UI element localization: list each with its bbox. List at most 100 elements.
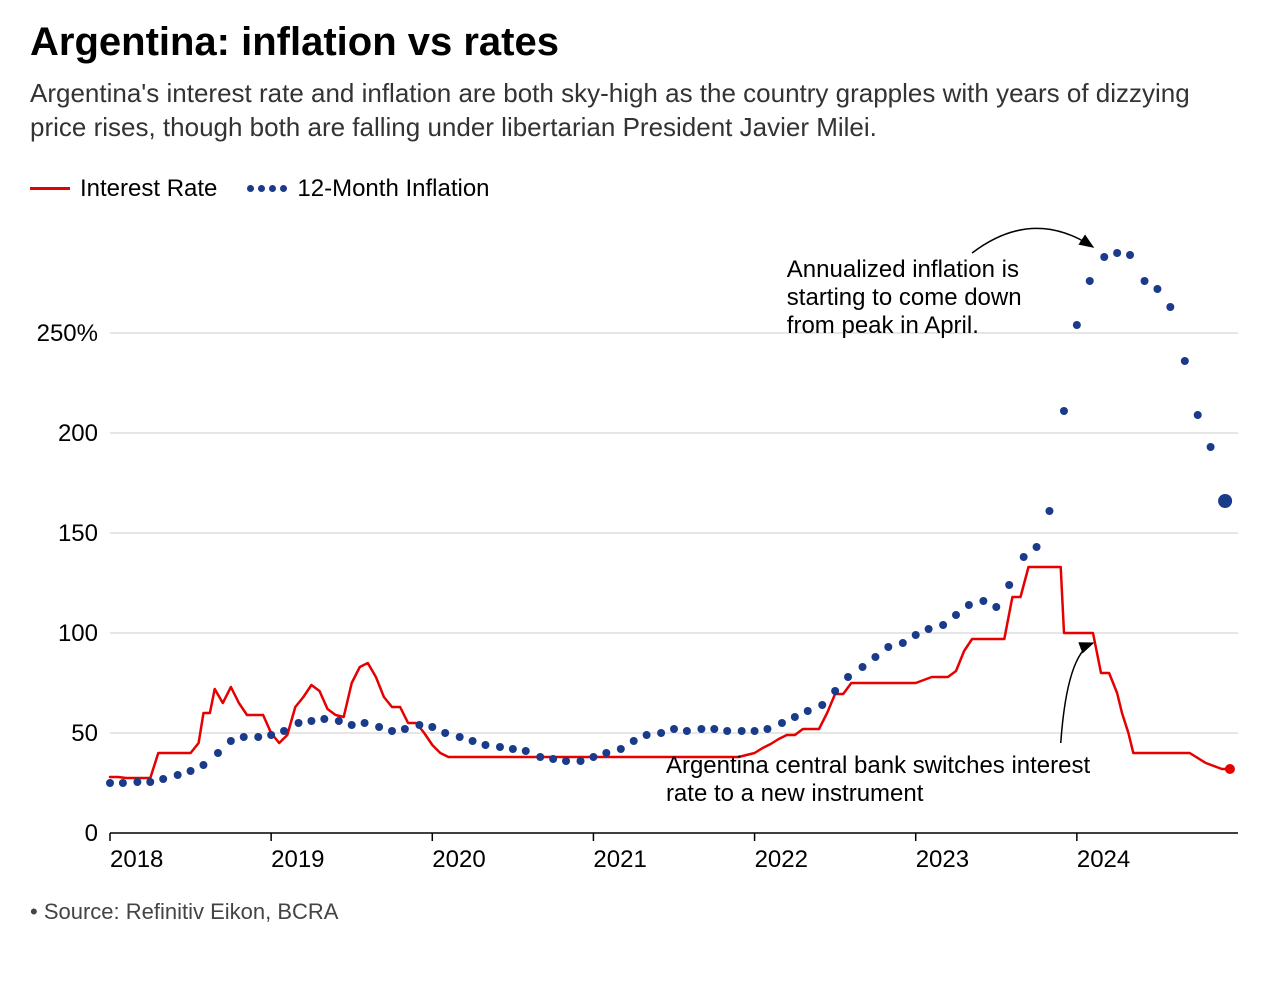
- x-axis-tick-label: 2019: [271, 846, 324, 873]
- inflation-dot: [925, 625, 933, 633]
- annotation-arrow: [972, 228, 1093, 253]
- inflation-dot: [965, 601, 973, 609]
- y-axis-tick-label: 150: [58, 520, 98, 547]
- chart-subtitle: Argentina's interest rate and inflation …: [30, 77, 1230, 145]
- y-axis-tick-label: 50: [71, 720, 98, 747]
- inflation-dot: [549, 755, 557, 763]
- inflation-dot: [1207, 443, 1215, 451]
- inflation-dot: [992, 603, 1000, 611]
- inflation-dot: [240, 733, 248, 741]
- x-axis-tick-label: 2023: [916, 846, 969, 873]
- inflation-dot: [348, 721, 356, 729]
- inflation-dot: [441, 729, 449, 737]
- inflation-dot: [1060, 407, 1068, 415]
- inflation-dot: [979, 597, 987, 605]
- inflation-dot: [683, 727, 691, 735]
- chart-svg: 050100150200250%201820192020202120222023…: [30, 213, 1258, 893]
- inflation-dot: [738, 727, 746, 735]
- inflation-dot: [227, 737, 235, 745]
- inflation-dot: [818, 701, 826, 709]
- annotation-text: Argentina central bank switches interest: [666, 752, 1091, 779]
- inflation-dot: [375, 723, 383, 731]
- chart-area: 050100150200250%201820192020202120222023…: [30, 213, 1258, 893]
- inflation-dot: [280, 727, 288, 735]
- interest-rate-end-dot: [1225, 764, 1235, 774]
- inflation-dot: [1218, 494, 1232, 508]
- inflation-dot: [335, 717, 343, 725]
- legend-dots-icon: [247, 184, 287, 194]
- legend-interest-rate: Interest Rate: [30, 175, 217, 203]
- inflation-dot: [1033, 543, 1041, 551]
- legend-inflation: 12-Month Inflation: [247, 175, 489, 203]
- inflation-dot: [884, 643, 892, 651]
- inflation-dot: [428, 723, 436, 731]
- inflation-dot: [723, 727, 731, 735]
- inflation-dot: [763, 725, 771, 733]
- annotation-arrow: [1061, 643, 1093, 743]
- inflation-dot: [536, 753, 544, 761]
- annotation-text: rate to a new instrument: [666, 780, 924, 807]
- inflation-dot: [106, 779, 114, 787]
- y-axis-tick-label: 200: [58, 420, 98, 447]
- inflation-dot: [710, 725, 718, 733]
- inflation-dot: [1020, 553, 1028, 561]
- inflation-dot: [831, 687, 839, 695]
- inflation-dot: [214, 749, 222, 757]
- inflation-dot: [388, 727, 396, 735]
- inflation-dot: [562, 757, 570, 765]
- inflation-dot: [871, 653, 879, 661]
- inflation-dot: [199, 761, 207, 769]
- inflation-dot: [1045, 507, 1053, 515]
- annotation-text: starting to come down: [787, 284, 1022, 311]
- inflation-dot: [295, 719, 303, 727]
- inflation-dot: [804, 707, 812, 715]
- inflation-dot: [939, 621, 947, 629]
- legend-interest-rate-label: Interest Rate: [80, 175, 217, 203]
- inflation-dot: [119, 779, 127, 787]
- inflation-dot: [751, 727, 759, 735]
- inflation-dot: [481, 741, 489, 749]
- inflation-dot: [778, 719, 786, 727]
- inflation-dot: [912, 631, 920, 639]
- inflation-dot: [1086, 277, 1094, 285]
- inflation-dot: [509, 745, 517, 753]
- inflation-dot: [415, 721, 423, 729]
- x-axis-tick-label: 2021: [593, 846, 646, 873]
- inflation-dot: [899, 639, 907, 647]
- inflation-dot: [617, 745, 625, 753]
- legend: Interest Rate 12-Month Inflation: [30, 175, 1258, 203]
- legend-line-icon: [30, 187, 70, 190]
- inflation-dot: [320, 715, 328, 723]
- inflation-dot: [496, 743, 504, 751]
- inflation-dot: [1153, 285, 1161, 293]
- inflation-dot: [187, 767, 195, 775]
- inflation-dot: [844, 673, 852, 681]
- chart-title: Argentina: inflation vs rates: [30, 20, 1258, 65]
- inflation-dot: [174, 771, 182, 779]
- x-axis-tick-label: 2024: [1077, 846, 1130, 873]
- inflation-dot: [361, 719, 369, 727]
- inflation-dot: [456, 733, 464, 741]
- inflation-dot: [577, 757, 585, 765]
- inflation-dot: [254, 733, 262, 741]
- inflation-dot: [267, 731, 275, 739]
- inflation-dot: [1181, 357, 1189, 365]
- source-line: • Source: Refinitiv Eikon, BCRA: [30, 899, 1258, 925]
- inflation-dot: [791, 713, 799, 721]
- inflation-dot: [952, 611, 960, 619]
- inflation-dot: [670, 725, 678, 733]
- annotation-text: from peak in April.: [787, 312, 979, 339]
- inflation-dot: [1005, 581, 1013, 589]
- interest-rate-line: [110, 567, 1230, 778]
- x-axis-tick-label: 2022: [755, 846, 808, 873]
- inflation-dot: [401, 725, 409, 733]
- inflation-dot: [1126, 251, 1134, 259]
- inflation-dot: [1113, 249, 1121, 257]
- annotation-text: Annualized inflation is: [787, 256, 1019, 283]
- inflation-dot: [602, 749, 610, 757]
- y-axis-tick-label: 100: [58, 620, 98, 647]
- inflation-dot: [1141, 277, 1149, 285]
- inflation-dot: [630, 737, 638, 745]
- inflation-dot: [1073, 321, 1081, 329]
- inflation-dot: [657, 729, 665, 737]
